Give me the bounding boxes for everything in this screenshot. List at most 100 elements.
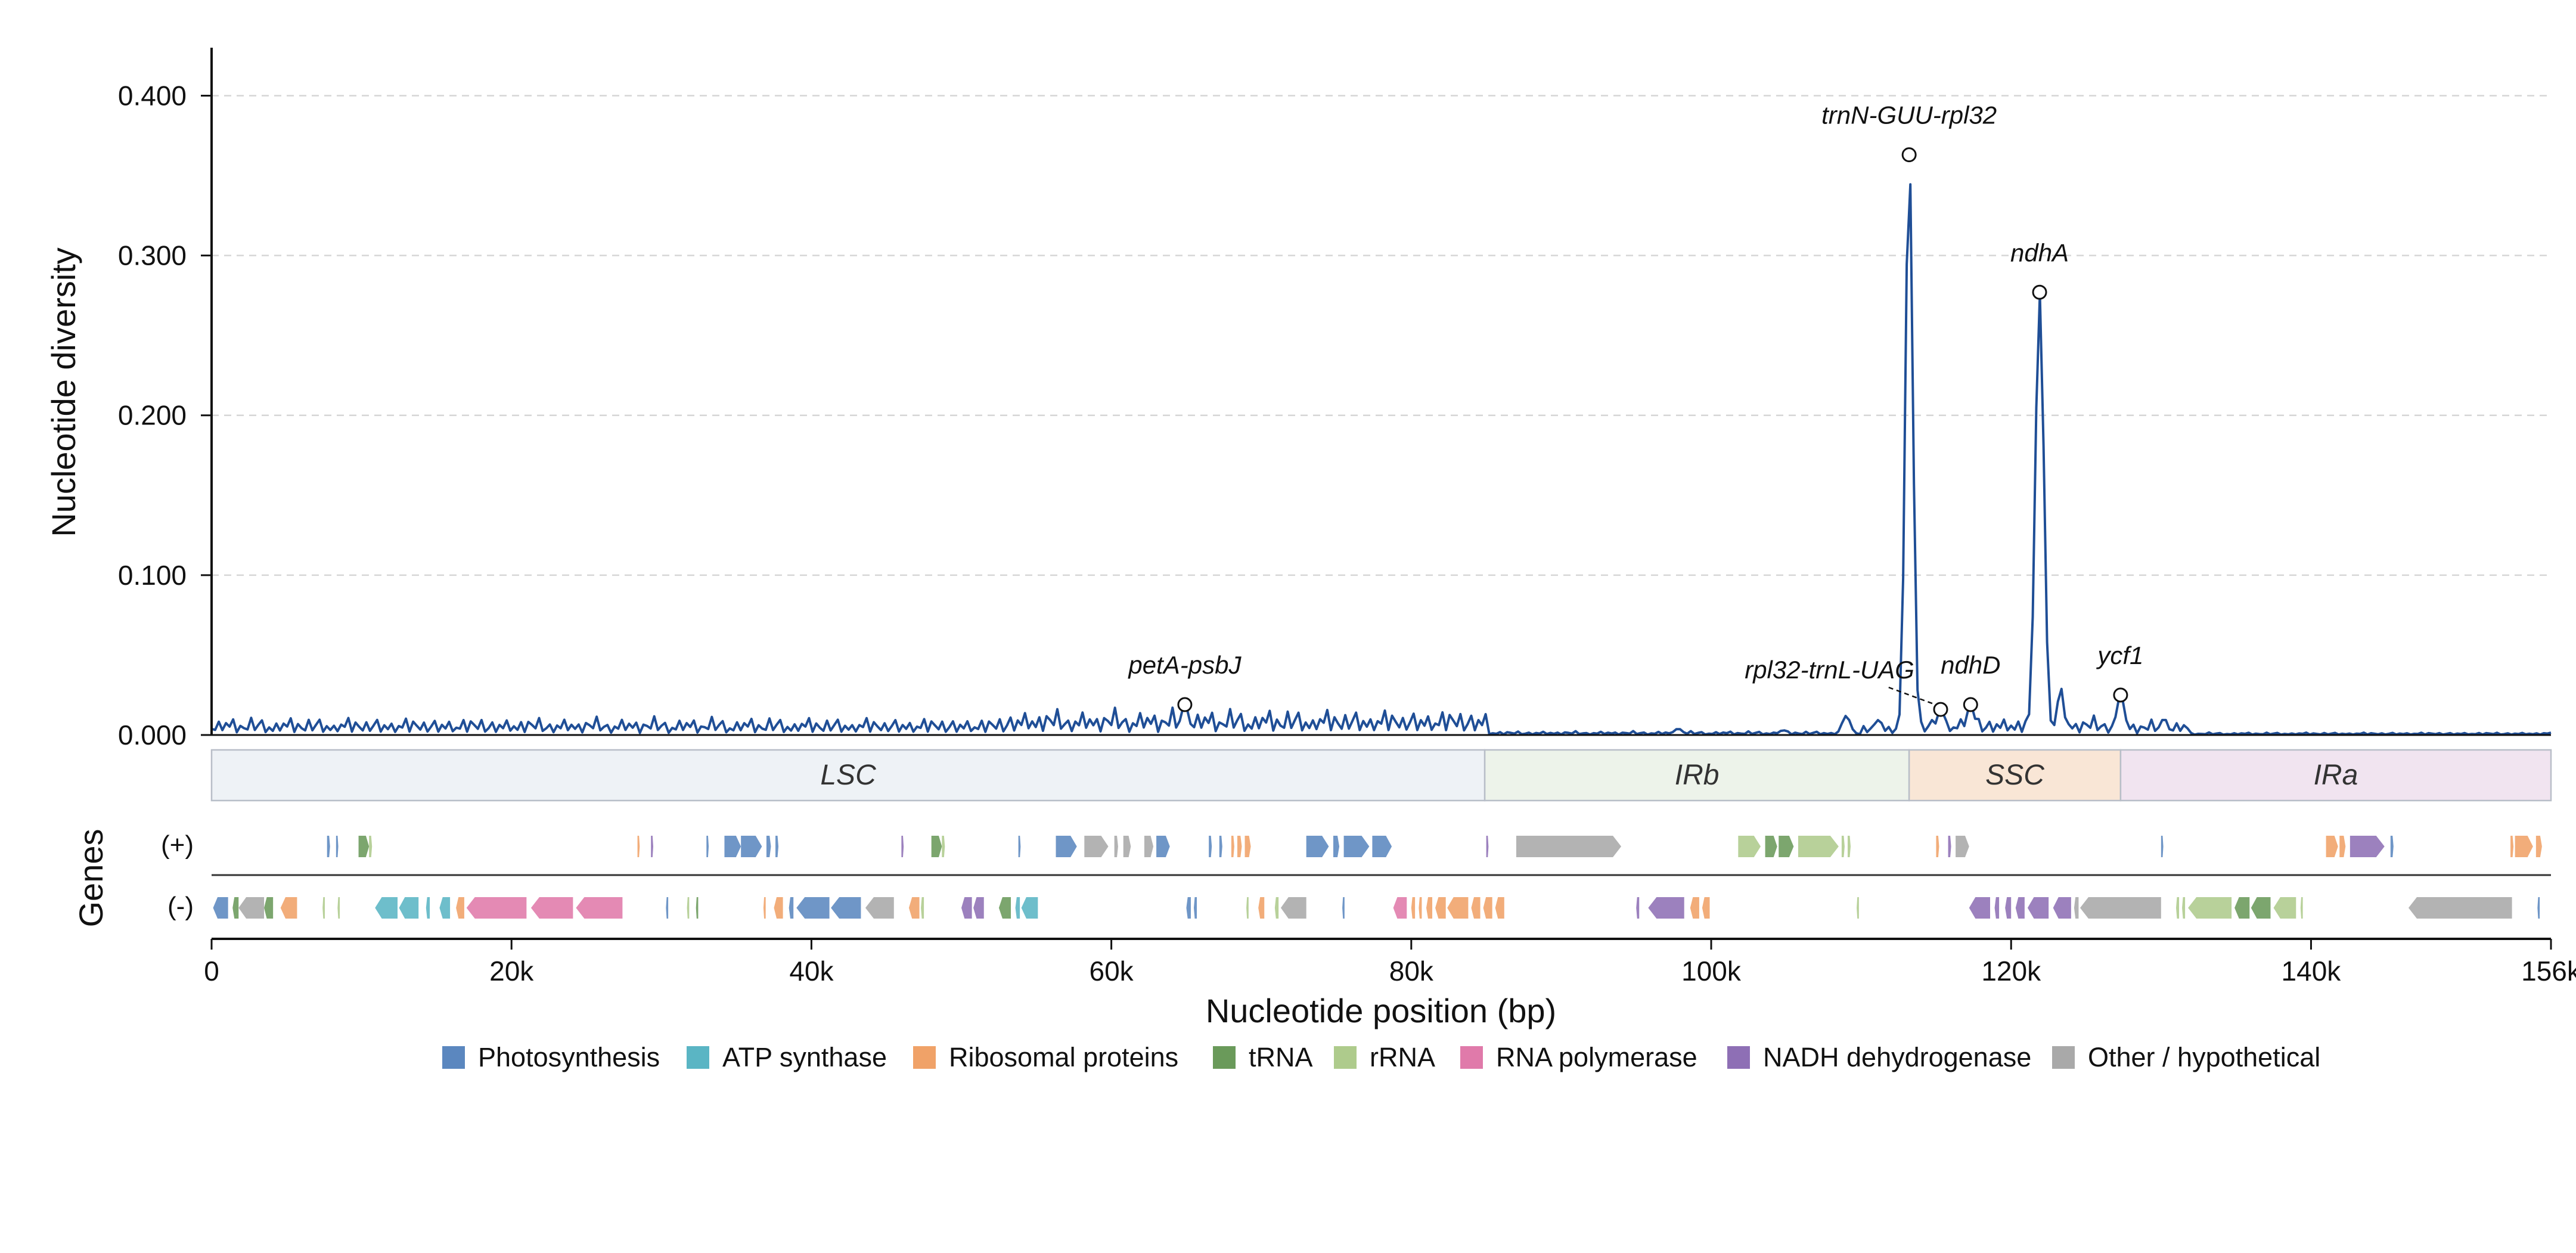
gene-block [1193,897,1197,919]
legend-label: Ribosomal proteins [949,1042,1178,1072]
gene-block [796,897,830,919]
gene-block [1209,836,1212,857]
gene-block [1847,836,1851,857]
gene-block [706,836,709,857]
region-band [2119,749,2552,802]
gene-block [1936,836,1939,857]
gene-block [2074,897,2079,919]
gene-block [2515,836,2533,857]
gene-block [2339,836,2346,857]
legend-swatch [1213,1046,1236,1069]
gene-block [264,897,274,919]
gene-block [1237,836,1242,857]
y-tick-label: 0.400 [118,80,187,111]
gene-block [358,836,370,857]
gene-block [1156,836,1170,857]
x-axis-title: Nucleotide position (bp) [1206,992,1556,1029]
gene-block [337,897,340,919]
region-band [210,749,1486,802]
gene-block [1702,897,1710,919]
region-label: IRb [1675,759,1720,791]
peak-marker [2032,284,2047,300]
gene-block [1419,897,1422,919]
gene-block [322,897,325,919]
legend-swatch [687,1046,709,1069]
legend-swatch [2052,1046,2075,1069]
peak-marker [1933,702,1948,717]
gene-block [1186,897,1191,919]
gene-block [724,836,741,857]
legend-label: ATP synthase [722,1042,887,1072]
gene-block [1123,836,1131,857]
gene-block [2080,897,2161,919]
gene-block [1956,836,1969,857]
gene-block [865,897,894,919]
gene-block [921,897,924,919]
legend-label: rRNA [1370,1042,1435,1072]
x-tick-label: 0 [204,956,219,987]
gene-block [1690,897,1699,919]
gene-block [1056,836,1077,857]
gene-block [2510,836,2514,857]
gene-block [651,836,653,857]
gene-block [2005,897,2012,919]
gene-tracks: Genes (+) (-) [72,829,2551,928]
x-axis: 0 20k 40k 60k 80k 100k 120k 140k 156k Nucleotide… [204,938,2576,1029]
gene-block [336,836,339,857]
gene-block [1244,836,1251,857]
peak-marker [1963,697,1978,712]
gene-block [942,836,945,857]
gene-block [2251,897,2271,919]
region-label: LSC [820,759,876,791]
gene-block [530,897,573,919]
gene-block [2182,897,2186,919]
gene-blocks [213,836,2542,919]
gene-block [1084,836,1109,857]
plus-strand-label: (+) [161,830,194,860]
gene-block [775,836,779,857]
gene-block [1333,836,1340,857]
gene-block [1411,897,1416,919]
gene-block [741,836,762,857]
legend-label: Photosynthesis [478,1042,660,1072]
gene-block [375,897,398,919]
legend: Photosynthesis ATP synthase Ribosomal prot… [442,1042,2320,1072]
gene-block [763,897,766,919]
legend-swatch [1334,1046,1357,1069]
gene-block [280,897,297,919]
gene-block [369,836,373,857]
gene-block [666,897,669,919]
gene-block [426,897,430,919]
gene-block [399,897,419,919]
x-tick-label: 60k [1090,956,1134,987]
gene-block [1258,897,1265,919]
gene-block [2161,836,2164,857]
gene-block [1426,897,1433,919]
gene-block [1779,836,1794,857]
peak-markers: trnN-GUU-rpl32 ndhA petA-psbJ rpl32-trnL-UA… [1127,101,2143,717]
gene-block [1486,836,1489,857]
diversity-line [211,183,2552,736]
y-tick-label: 0.200 [118,400,187,431]
peak-marker [2113,687,2128,703]
gene-block [1393,897,1407,919]
peak-marker [1177,697,1193,712]
gene-block [908,897,920,919]
legend-label: RNA polymerase [1496,1042,1697,1072]
gene-block [1857,897,1859,919]
legend-label: tRNA [1249,1042,1313,1072]
peak-label: ycf1 [2096,641,2143,669]
y-axis-title: Nucleotide diversity [45,247,82,537]
gene-block [2015,897,2025,919]
gene-block [2273,897,2296,919]
gene-block [687,897,690,919]
gene-block [1018,836,1021,857]
diversity-series [211,183,2552,736]
gene-block [466,897,527,919]
genes-axis-title: Genes [72,829,110,928]
gene-block [2175,897,2180,919]
gene-block [766,836,771,857]
peak-label: ndhA [2010,238,2069,266]
gene-block [1015,897,1020,919]
x-tick-label: 20k [489,956,534,987]
